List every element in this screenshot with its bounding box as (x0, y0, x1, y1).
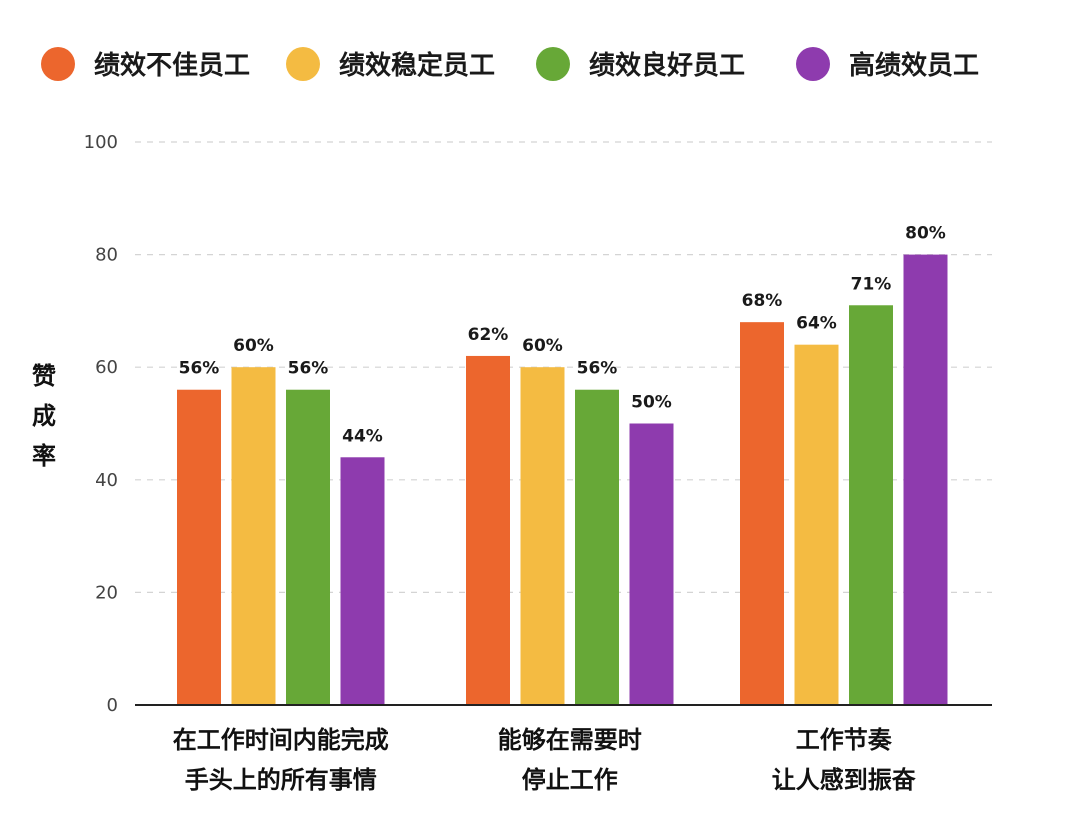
x-category-label: 工作节奏 (796, 726, 893, 754)
data-label: 80% (905, 224, 946, 244)
data-label: 44% (342, 426, 383, 446)
bar (286, 389, 330, 705)
x-category-label: 能够在需要时 (498, 726, 642, 754)
bars (177, 254, 948, 705)
legend: 绩效不佳员工 绩效稳定员工 绩效良好员工 高绩效员工 (41, 47, 979, 81)
bar (794, 344, 839, 705)
x-category-label: 让人感到振奋 (772, 766, 917, 794)
legend-label: 高绩效员工 (849, 50, 979, 81)
y-tick-label: 60 (95, 357, 118, 378)
data-label: 71% (851, 274, 892, 294)
data-labels: 56% 60% 56% 44% 62% 60% 56% 50% 68% 64% 71% 80% (179, 224, 946, 447)
y-tick-label: 0 (107, 695, 118, 716)
legend-label: 绩效稳定员工 (339, 50, 495, 81)
legend-label: 绩效良好员工 (589, 50, 745, 81)
legend-swatch (41, 47, 75, 81)
bar (520, 367, 565, 705)
bar (629, 423, 674, 705)
legend-swatch (536, 47, 570, 81)
data-label: 68% (742, 291, 783, 311)
bar (575, 389, 619, 705)
data-label: 60% (522, 336, 563, 356)
legend-swatch (796, 47, 830, 81)
data-label: 56% (577, 359, 618, 379)
bar (340, 457, 385, 705)
legend-swatch (286, 47, 320, 81)
bar (466, 355, 510, 705)
legend-label: 绩效不佳员工 (94, 50, 250, 81)
bar (231, 367, 276, 705)
data-label: 64% (796, 314, 837, 334)
data-label: 56% (179, 359, 220, 379)
bar (903, 254, 948, 705)
x-category-label: 在工作时间内能完成 (173, 726, 389, 754)
bar (849, 305, 893, 705)
y-tick-label: 80 (95, 245, 118, 266)
x-category-label: 停止工作 (522, 766, 618, 794)
data-label: 50% (631, 393, 672, 413)
y-axis-ticks: 0 20 40 60 80 100 (84, 132, 118, 716)
x-category-label: 手头上的所有事情 (185, 766, 377, 794)
data-label: 62% (468, 325, 509, 345)
y-tick-label: 100 (84, 132, 118, 153)
data-label: 60% (233, 336, 274, 356)
bar (740, 322, 784, 705)
y-tick-label: 20 (95, 582, 118, 603)
data-label: 56% (288, 359, 329, 379)
y-axis-label: 赞成率 (31, 362, 56, 470)
bar (177, 389, 221, 705)
y-tick-label: 40 (95, 470, 118, 491)
